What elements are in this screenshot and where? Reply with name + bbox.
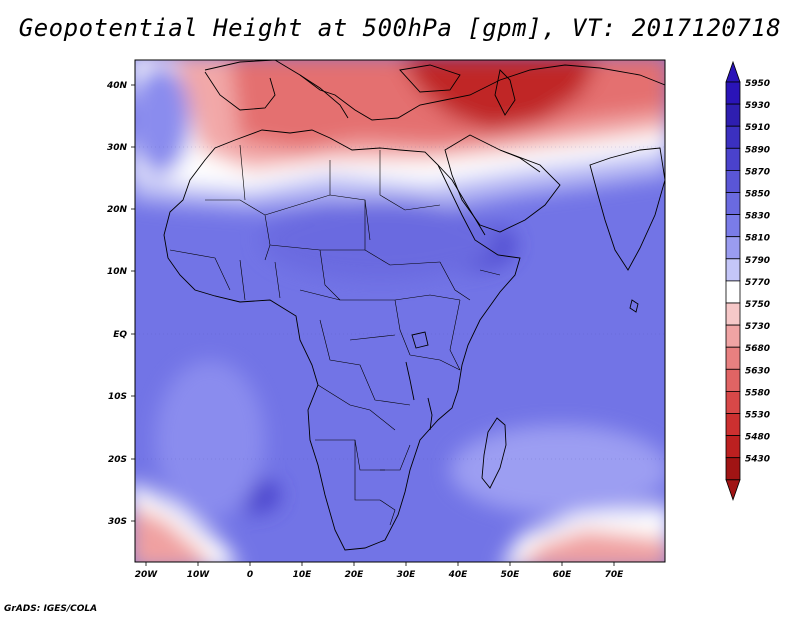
lon-label: 10W — [187, 570, 211, 580]
arabian-peninsula — [444, 134, 561, 233]
colorbar-label: 5950 — [745, 79, 770, 89]
colorbar-swatch — [725, 302, 741, 326]
lon-label: 60E — [553, 570, 573, 580]
colorbar-swatch — [725, 103, 741, 127]
lon-label: 30E — [397, 570, 417, 580]
lon-label: 20E — [345, 570, 365, 580]
lon-label: 20W — [135, 570, 159, 580]
colorbar-label: 5850 — [745, 190, 770, 200]
lake-victoria — [411, 331, 429, 349]
red-sea — [437, 164, 486, 236]
iberia — [204, 71, 276, 111]
black-sea — [399, 64, 461, 93]
colorbar-bottom-arrow — [725, 479, 741, 502]
colorbar-swatch — [725, 280, 741, 304]
colorbar-label: 5430 — [745, 455, 770, 465]
caspian-sea — [494, 69, 516, 116]
lon-label: 10E — [293, 570, 313, 580]
field-se-red — [523, 530, 665, 562]
coastlines — [163, 60, 665, 551]
colorbar-swatch — [725, 390, 741, 414]
colorbar-label: 5480 — [745, 433, 770, 443]
lon-label: 40E — [448, 570, 469, 580]
colorbar-swatch — [725, 457, 741, 481]
field-indian-ocean-light — [450, 425, 665, 515]
colorbar-label: 5810 — [745, 234, 770, 244]
persian-gulf — [499, 149, 541, 173]
colorbar-swatch — [725, 435, 741, 459]
lat-label: 20S — [108, 455, 127, 465]
colorbar-label: 5730 — [745, 322, 770, 332]
colorbar-swatch — [725, 324, 741, 348]
colorbar-swatch — [725, 214, 741, 238]
colorbar-label: 5870 — [745, 167, 770, 177]
lat-label: 20N — [107, 205, 128, 215]
lon-label: 70E — [605, 570, 625, 580]
field-sahel-mid — [260, 200, 500, 280]
colorbar-swatch — [725, 346, 741, 370]
field-sw-red — [135, 507, 208, 562]
map-panel — [135, 60, 665, 562]
colorbar-label: 5930 — [745, 101, 770, 111]
lat-label: EQ — [113, 330, 127, 340]
india — [589, 147, 665, 271]
lake-malawi — [427, 397, 433, 431]
lat-label: 40N — [106, 81, 128, 91]
colorbar-label: 5680 — [745, 344, 770, 354]
colorbar-swatch — [725, 169, 741, 193]
field-deep-red — [402, 60, 598, 130]
colorbar-swatch — [725, 413, 741, 437]
graticule — [135, 146, 665, 460]
colorbar-swatch — [725, 147, 741, 171]
lon-label: 0 — [247, 570, 253, 580]
colorbar-label: 5630 — [745, 366, 770, 376]
sri-lanka — [629, 299, 639, 313]
map-frame — [134, 59, 666, 563]
lat-label: 30N — [107, 143, 128, 153]
europe-coast — [204, 60, 665, 121]
field-atlantic-trough — [135, 65, 190, 175]
lake-tanganyika — [405, 361, 415, 401]
colorbar-label: 5910 — [745, 123, 770, 133]
colorbar-label: 5830 — [745, 212, 770, 222]
colorbar-top-arrow — [725, 60, 741, 83]
colorbar-swatch — [725, 125, 741, 149]
colorbar-label: 5890 — [745, 145, 770, 155]
lon-label: 50E — [501, 570, 521, 580]
madagascar — [481, 417, 507, 489]
lat-label: 30S — [108, 517, 127, 527]
africa-coastline — [163, 129, 521, 551]
colorbar: 5950 5930 5910 5890 5870 5850 5830 5810 5790 5770… — [725, 60, 770, 502]
colorbar-label: 5790 — [745, 256, 770, 266]
map-title: Geopotential Height at 500hPa [gpm], VT:… — [18, 14, 782, 42]
colorbar-swatch — [725, 192, 741, 216]
lat-label: 10S — [108, 392, 127, 402]
colorbar-swatch — [725, 81, 741, 105]
lon-axis: 20W 10W 0 10E 20E 30E 40E 50E 60E 70E — [135, 562, 624, 580]
grads-credit: GrADS: IGES/COLA — [4, 604, 98, 614]
colorbar-label: 5530 — [745, 411, 770, 421]
country-borders — [169, 144, 501, 526]
colorbar-swatch — [725, 236, 741, 260]
field-atlantic-light — [155, 360, 265, 520]
italy — [299, 74, 349, 119]
colorbar-label: 5580 — [745, 388, 770, 398]
colorbar-label: 5770 — [745, 278, 770, 288]
lat-axis: 40N 30N 20N 10N EQ 10S 20S 30S — [106, 81, 135, 527]
lat-label: 10N — [107, 267, 128, 277]
colorbar-swatch — [725, 258, 741, 282]
colorbar-label: 5750 — [745, 300, 770, 310]
colorbar-swatch — [725, 368, 741, 392]
